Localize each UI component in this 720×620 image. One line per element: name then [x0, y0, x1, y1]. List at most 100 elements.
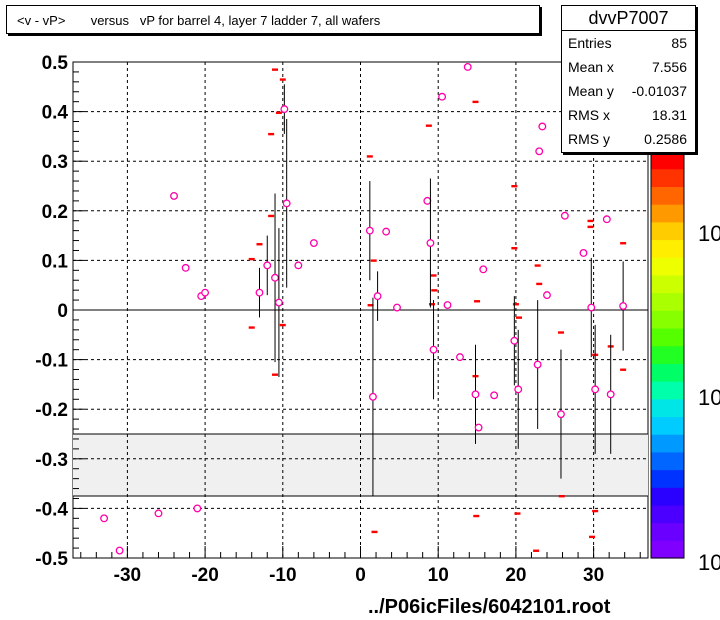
short-marker: [430, 274, 437, 277]
y-tick-label: -0.2: [35, 400, 68, 421]
short-marker: [592, 509, 599, 513]
data-point: [154, 509, 163, 518]
short-marker: [268, 132, 275, 136]
short-marker: [557, 331, 564, 334]
data-point: [201, 288, 210, 297]
y-tick-label: 0.4: [42, 103, 69, 124]
data-point: [373, 292, 382, 301]
color-scale-swatch: [651, 292, 684, 311]
data-point: [393, 303, 401, 312]
y-tick-label: -0.3: [35, 450, 68, 471]
short-marker: [589, 535, 596, 539]
data-point: [579, 249, 588, 257]
stats-label: RMS x: [568, 107, 610, 123]
y-tick-label: 0.2: [42, 202, 68, 223]
stats-label: RMS y: [568, 131, 610, 147]
data-point: [474, 423, 483, 432]
short-marker: [268, 214, 275, 218]
short-marker: [248, 326, 255, 329]
color-scale-swatch: [651, 416, 684, 435]
color-scale-label: 10: [698, 550, 720, 575]
short-marker: [587, 219, 594, 223]
data-point: [443, 301, 452, 309]
x-tick-label: -20: [191, 565, 218, 586]
data-point: [429, 345, 438, 354]
short-marker: [511, 185, 518, 188]
data-point: [557, 410, 565, 419]
short-marker: [514, 512, 521, 515]
data-point: [591, 385, 600, 394]
color-scale-swatch: [651, 469, 684, 488]
data-point: [170, 191, 178, 200]
stats-label: Mean y: [568, 83, 614, 99]
short-marker: [366, 155, 373, 158]
data-point: [619, 302, 628, 310]
color-scale-swatch: [651, 398, 684, 418]
stats-value: 85: [671, 35, 687, 51]
data-point: [365, 226, 374, 235]
color-scale-swatch: [651, 221, 684, 241]
y-tick-label: -0.4: [35, 499, 68, 520]
color-scale-swatch: [651, 327, 684, 347]
short-marker: [536, 282, 543, 286]
y-axis: -0.5 -0.4 -0.3 -0.2 -0.1 0 0.1 0.2 0.3 0.4 0.5: [35, 53, 85, 570]
y-tick-label: 0.3: [42, 152, 68, 173]
data-point: [456, 353, 464, 362]
data-point: [193, 504, 202, 513]
y-tick-label: -0.5: [35, 549, 68, 570]
short-marker: [620, 368, 627, 371]
y-tick-label: 0.1: [42, 251, 69, 272]
short-marker: [425, 124, 432, 127]
color-scale-swatch: [651, 363, 684, 382]
short-marker: [248, 257, 255, 261]
chart-title-box: <v - vP> versus vP for barrel 4, layer 7…: [6, 5, 540, 34]
x-tick-label: -30: [114, 565, 141, 586]
data-point: [382, 227, 391, 236]
data-point: [115, 546, 124, 555]
color-scale-swatch: [651, 151, 684, 170]
color-scale-swatch: [651, 204, 684, 223]
short-marker: [370, 259, 377, 262]
data-point: [282, 199, 291, 208]
stats-value: -0.01037: [631, 83, 687, 99]
short-marker: [620, 242, 627, 245]
short-marker: [516, 316, 523, 319]
x-tick-label: 20: [505, 565, 526, 586]
data-point: [606, 390, 615, 399]
short-marker: [371, 530, 378, 534]
color-scale-swatch: [651, 186, 684, 205]
color-scale-label: 10: [698, 385, 720, 410]
data-point: [479, 265, 488, 274]
short-marker: [272, 68, 279, 71]
data-point: [533, 360, 542, 369]
data-point: [426, 239, 435, 247]
data-point: [271, 273, 279, 282]
stats-row-mean-y: Mean y -0.01037: [562, 79, 695, 103]
color-scale-swatch: [651, 381, 684, 400]
x-tick-label: 0: [355, 565, 366, 586]
data-point: [274, 298, 283, 307]
stats-label: Entries: [568, 35, 612, 51]
data-point: [438, 92, 447, 101]
x-tick-label: 10: [428, 565, 449, 586]
color-scale-swatch: [651, 274, 684, 294]
short-marker: [279, 78, 286, 81]
short-marker: [472, 100, 479, 104]
color-scale-swatch: [651, 504, 684, 524]
data-point: [535, 147, 544, 156]
y-tick-label: 0: [57, 301, 68, 322]
short-marker: [558, 495, 565, 498]
color-scale-bar: [650, 150, 685, 559]
color-scale-swatch: [651, 540, 684, 559]
color-scale-swatch: [651, 451, 684, 471]
color-scale-swatch: [651, 257, 684, 276]
short-marker: [367, 304, 374, 307]
data-point: [602, 215, 611, 224]
data-points: [100, 63, 628, 555]
stats-row-rms-x: RMS x 18.31: [562, 103, 695, 127]
data-point: [490, 391, 499, 400]
chart-title: <v - vP> versus vP for barrel 4, layer 7…: [17, 13, 381, 28]
x-tick-label: -10: [269, 565, 296, 586]
data-point: [368, 392, 377, 401]
